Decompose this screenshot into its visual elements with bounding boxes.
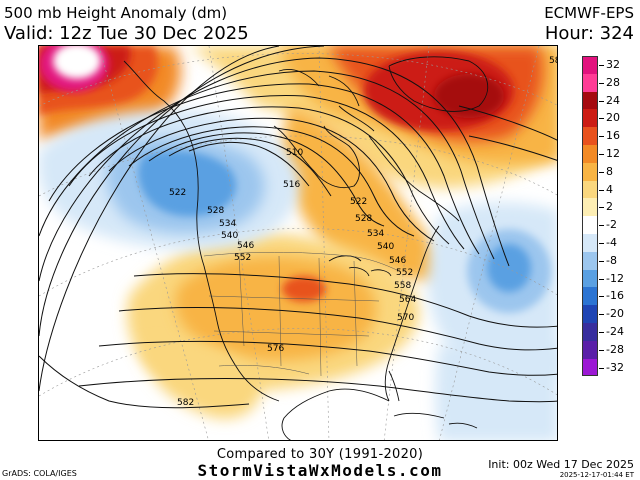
contour-labels: 510 516 522 522 528 528 534 534 540 540 … bbox=[169, 56, 558, 408]
contour-label: 564 bbox=[399, 295, 416, 305]
colorbar-tick bbox=[599, 314, 604, 316]
coastlines bbox=[123, 56, 489, 440]
colorbar-label: 20 bbox=[606, 111, 620, 125]
contour-label: 546 bbox=[237, 241, 254, 251]
valid-time: Valid: 12z Tue 30 Dec 2025 bbox=[4, 23, 249, 44]
colorbar-label: -12 bbox=[606, 271, 624, 285]
colorbar-label: -20 bbox=[606, 307, 624, 321]
colorbar-label: 2 bbox=[606, 200, 613, 214]
colorbar-swatch bbox=[582, 269, 598, 288]
contour-label: 576 bbox=[267, 344, 284, 354]
contour-label: 528 bbox=[355, 214, 372, 224]
colorbar-swatch bbox=[582, 358, 598, 377]
colorbar-tick bbox=[599, 82, 604, 84]
colorbar-label: 32 bbox=[606, 57, 620, 71]
contour-label: 58 bbox=[549, 56, 558, 66]
colorbar-swatch bbox=[582, 340, 598, 359]
colorbar-label: -28 bbox=[606, 342, 624, 356]
contour-label: 534 bbox=[219, 219, 236, 229]
borders bbox=[203, 252, 400, 377]
colorbar-swatch bbox=[582, 91, 598, 110]
colorbar-swatch bbox=[582, 287, 598, 306]
colorbar-tick bbox=[599, 331, 604, 333]
colorbar-swatch bbox=[582, 234, 598, 252]
colorbar-swatch bbox=[582, 127, 598, 145]
contour-label: 534 bbox=[367, 229, 384, 239]
colorbar-swatch bbox=[582, 305, 598, 323]
colorbar-tick bbox=[599, 296, 604, 298]
contour-label: 528 bbox=[207, 206, 224, 216]
colorbar-tick bbox=[599, 260, 604, 262]
model-name: ECMWF-EPS bbox=[544, 4, 634, 22]
contour-label: 552 bbox=[234, 253, 251, 263]
colorbar-label: -2 bbox=[606, 218, 617, 232]
colorbar-label: 12 bbox=[606, 146, 620, 160]
colorbar-swatch bbox=[582, 56, 598, 74]
colorbar-swatch bbox=[582, 323, 598, 341]
colorbar-swatch bbox=[582, 145, 598, 163]
timestamp: 2025-12-17-01:44 ET bbox=[559, 471, 634, 479]
contour-label: 522 bbox=[169, 188, 186, 198]
colorbar-tick bbox=[599, 349, 604, 351]
colorbar-tick bbox=[599, 189, 604, 191]
colorbar-swatch bbox=[582, 162, 598, 181]
contour-label: 552 bbox=[396, 268, 413, 278]
colorbar-tick bbox=[599, 242, 604, 244]
colorbar-tick bbox=[599, 207, 604, 209]
contour-label: 546 bbox=[389, 256, 406, 266]
colorbar-swatch bbox=[582, 109, 598, 128]
colorbar-swatch bbox=[582, 73, 598, 92]
colorbar-label: -4 bbox=[606, 235, 617, 249]
colorbar-swatch bbox=[582, 251, 598, 270]
colorbar-tick bbox=[599, 118, 604, 120]
colorbar-tick bbox=[599, 64, 604, 66]
colorbar-tick bbox=[599, 136, 604, 138]
colorbar-label: -16 bbox=[606, 289, 624, 303]
height-contours bbox=[39, 46, 557, 409]
colorbar-tick bbox=[599, 278, 604, 280]
credit-text: GrADS: COLA/IGES bbox=[2, 469, 77, 478]
init-time: Init: 00z Wed 17 Dec 2025 bbox=[488, 458, 634, 471]
contour-label: 540 bbox=[377, 242, 394, 252]
forecast-hour: Hour: 324 bbox=[544, 23, 634, 44]
colorbar-tick bbox=[599, 153, 604, 155]
colorbar-label: 24 bbox=[606, 93, 620, 107]
colorbar-tick bbox=[599, 100, 604, 102]
colorbar-label: 4 bbox=[606, 182, 613, 196]
colorbar-swatch bbox=[582, 216, 598, 234]
colorbar-tick bbox=[599, 225, 604, 227]
contour-label: 540 bbox=[221, 231, 238, 241]
colorbar-label: -32 bbox=[606, 360, 624, 374]
site-name: StormVistaWxModels.com bbox=[197, 461, 443, 480]
contour-label: 558 bbox=[394, 281, 411, 291]
anomaly-map: 510 516 522 522 528 528 534 534 540 540 … bbox=[38, 45, 558, 441]
colorbar-swatch bbox=[582, 198, 598, 217]
contour-label: 516 bbox=[283, 180, 300, 190]
colorbar-label: 8 bbox=[606, 164, 613, 178]
colorbar-tick bbox=[599, 367, 604, 369]
contour-label: 582 bbox=[177, 398, 194, 408]
contour-label: 522 bbox=[350, 197, 367, 207]
climatology-note: Compared to 30Y (1991-2020) bbox=[216, 447, 424, 462]
colorbar-label: 28 bbox=[606, 75, 620, 89]
colorbar-swatch bbox=[582, 180, 598, 199]
colorbar-label: 16 bbox=[606, 129, 620, 143]
map-title: 500 mb Height Anomaly (dm) bbox=[4, 4, 228, 22]
colorbar-label: -8 bbox=[606, 253, 617, 267]
contour-label: 570 bbox=[397, 313, 414, 323]
contour-label: 510 bbox=[286, 148, 303, 158]
colorbar-tick bbox=[599, 171, 604, 173]
colorbar-label: -24 bbox=[606, 324, 624, 338]
